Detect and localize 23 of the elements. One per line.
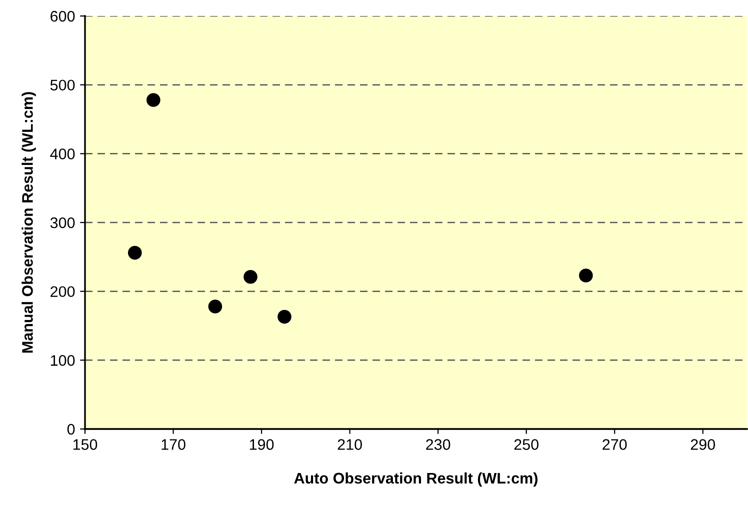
point (278, 310, 292, 324)
x-tick-label: 270 (602, 439, 627, 450)
point (244, 270, 258, 284)
point (128, 246, 142, 260)
point (146, 93, 160, 107)
x-tick-label: 290 (690, 439, 716, 450)
y-tick-label: 0 (67, 424, 75, 435)
x-tick-label: 210 (338, 439, 362, 450)
y-tick-label: 400 (50, 148, 75, 160)
x-tick-label: 230 (426, 439, 450, 450)
point (579, 268, 593, 282)
y-tick-label: 300 (50, 217, 75, 228)
y-tick-label: 200 (50, 286, 75, 298)
x-tick-label: 170 (162, 439, 186, 450)
x-tick-label: 150 (73, 439, 98, 450)
y-axis-title: Manual Observation Result (WL:cm) (22, 92, 36, 353)
x-tick-label: 190 (250, 439, 274, 450)
y-tick-label: 500 (50, 80, 75, 91)
point (208, 300, 222, 314)
x-axis-title: Auto Observation Result (WL:cm) (294, 472, 538, 487)
y-tick-label: 600 (50, 10, 75, 22)
x-tick-label: 250 (514, 439, 538, 450)
y-tick-label: 100 (50, 355, 75, 366)
